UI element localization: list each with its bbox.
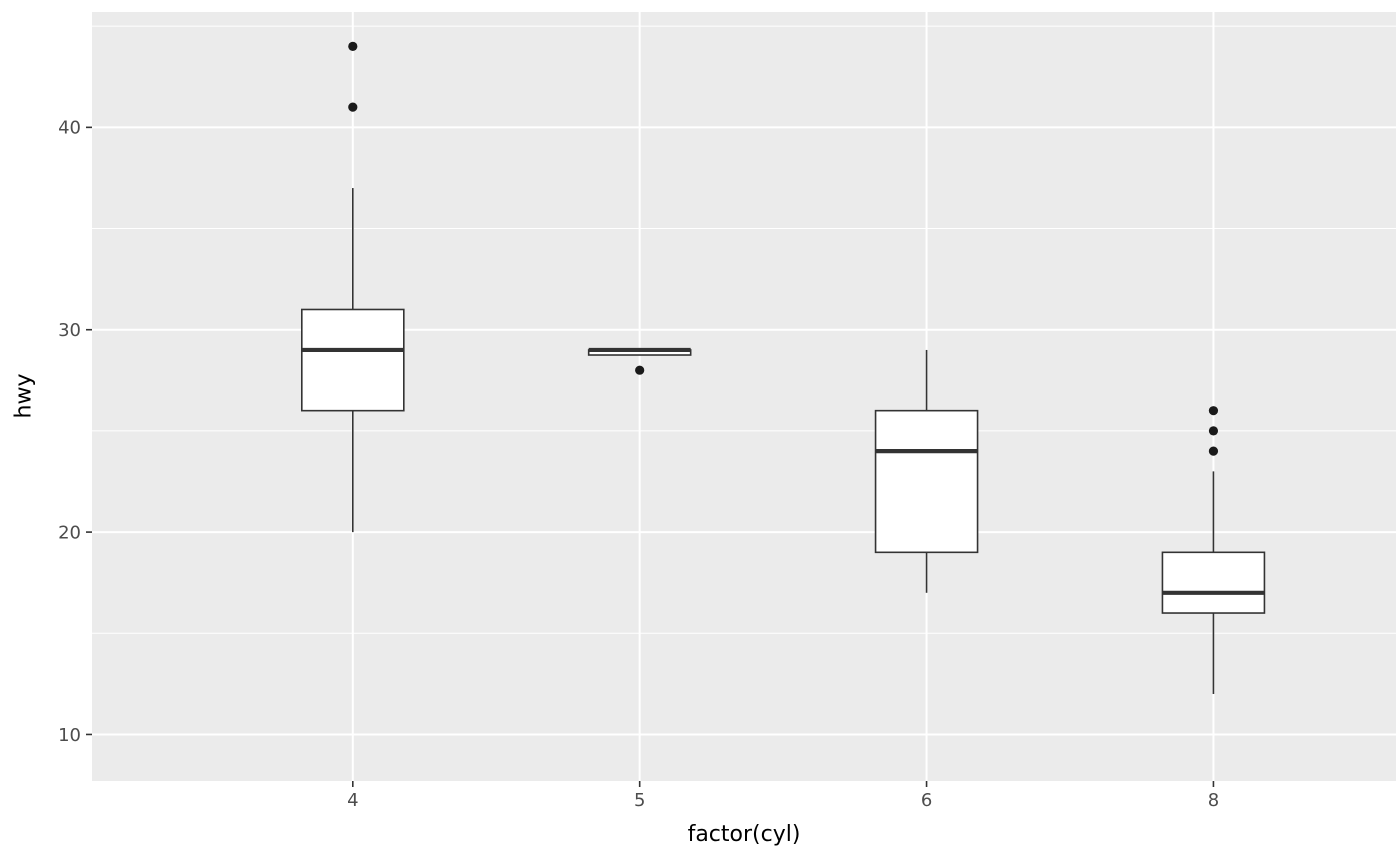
y-axis-title: hwy xyxy=(11,373,37,419)
y-tick-label: 20 xyxy=(58,522,81,543)
outlier-point xyxy=(1208,446,1219,456)
iqr-box xyxy=(1161,551,1266,614)
box-group-cyl-4 xyxy=(300,41,405,533)
outlier-point xyxy=(1208,426,1219,436)
outlier-point xyxy=(1208,406,1219,416)
x-axis-title: factor(cyl) xyxy=(687,822,801,847)
outlier-point xyxy=(348,102,358,112)
iqr-box xyxy=(300,308,405,412)
x-tick-label: 5 xyxy=(634,790,645,811)
y-tick-label: 40 xyxy=(58,118,81,139)
outlier-point xyxy=(348,41,358,52)
y-tick-label: 10 xyxy=(58,725,81,746)
x-tick-label: 8 xyxy=(1208,790,1219,811)
box-group-cyl-6 xyxy=(874,349,979,593)
outlier-point xyxy=(635,365,645,375)
grid-minor xyxy=(92,25,1396,634)
axes: 10 20 30 40 4 5 6 8 xyxy=(58,118,1219,811)
y-tick-label: 30 xyxy=(58,320,81,341)
iqr-box xyxy=(874,409,979,554)
x-tick-label: 6 xyxy=(921,790,932,811)
x-tick-label: 4 xyxy=(347,790,358,811)
box-group-cyl-5 xyxy=(587,347,692,375)
box-group-cyl-8 xyxy=(1161,406,1266,694)
